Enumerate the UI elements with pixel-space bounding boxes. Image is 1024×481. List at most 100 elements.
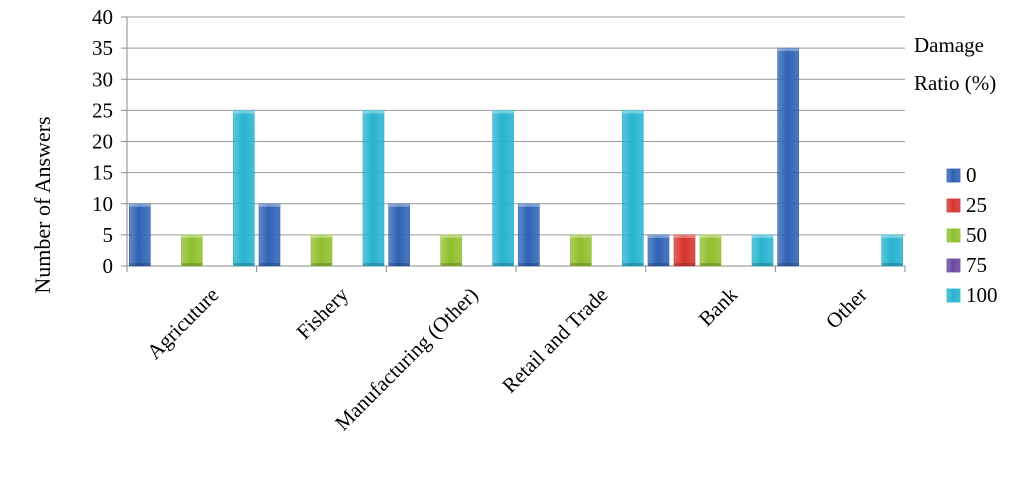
legend: Damage Ratio (%) 0 25 50 75 100 [914,33,998,307]
bar-100-3 [622,110,644,267]
bar-50-2 [440,234,462,267]
category-label: Manufacturing (Other) [330,283,483,436]
legend-swatch [946,168,961,183]
gridlines [127,16,905,236]
category-label: Bank [694,282,743,331]
bar [388,203,410,267]
bar [622,110,644,267]
bar [310,234,333,267]
bar-50-4 [699,234,722,267]
legend-item-0: 0 [946,163,977,187]
legend-swatch [946,258,961,273]
bar-top-highlight [440,234,462,238]
bar-top-highlight [233,110,255,114]
bar-top-highlight [259,203,280,207]
bar-top-highlight [129,203,151,207]
bar-base-shadow [777,263,799,266]
bar-base-shadow [259,263,280,266]
bar [647,234,670,267]
y-tick-label: 30 [92,67,113,91]
bar [362,110,385,267]
bar [492,110,514,267]
bar-base-shadow [129,263,151,266]
bar-50-0 [181,234,203,267]
bar-top-highlight [752,234,773,238]
legend-title-line2: Ratio (%) [914,71,996,95]
bar [673,234,696,267]
bar-0-5 [777,47,799,267]
bar [777,47,799,267]
legend-item-100: 100 [946,283,998,307]
bar-0-1 [258,203,281,267]
y-tick-label: 15 [92,161,113,185]
y-tick-label: 35 [92,36,113,60]
legend-item-75: 75 [946,253,987,277]
bar-100-1 [362,110,385,267]
bar-base-shadow [674,263,695,266]
bar-top-highlight [363,110,384,114]
bar-base-shadow [311,263,332,266]
bar-top-highlight [181,234,203,238]
y-tick-labels: 0 5 10 15 20 25 30 35 40 [92,5,113,278]
bar-top-highlight [881,234,903,238]
bar-top-highlight [700,234,721,238]
category-label: Agricuture [142,283,223,364]
bar-50-1 [310,234,333,267]
category-label: Retail and Trade [497,283,612,398]
bar-top-highlight [311,234,332,238]
y-tick-label: 10 [92,192,113,216]
bar-100-5 [881,234,903,267]
bar-25-4 [673,234,696,267]
legend-label: 75 [966,253,987,277]
legend-swatch [946,198,961,213]
y-tick-label: 20 [92,130,113,154]
bar-100-2 [492,110,514,267]
bar-0-2 [388,203,410,267]
bar-top-highlight [492,110,514,114]
bar [518,203,540,267]
legend-title-line1: Damage [914,33,984,57]
legend-swatch [946,288,961,303]
bar [258,203,281,267]
bar [699,234,722,267]
bar-base-shadow [181,263,203,266]
bar-base-shadow [881,263,903,266]
bar-base-shadow [363,263,384,266]
legend-label: 0 [966,163,977,187]
bar-top-highlight [622,110,644,114]
bar-50-3 [570,234,592,267]
bar-base-shadow [233,263,255,266]
bar [570,234,592,267]
legend-item-25: 25 [946,193,987,217]
bar-top-highlight [518,203,540,207]
bar-base-shadow [518,263,540,266]
bar-base-shadow [570,263,592,266]
y-tick-label: 25 [92,98,113,122]
legend-swatch [946,228,961,243]
y-tick-label: 0 [103,254,114,278]
category-label: Other [821,283,872,334]
bar [881,234,903,267]
bar [129,203,151,267]
bar-top-highlight [570,234,592,238]
bar-100-0 [233,110,255,267]
bar-base-shadow [648,263,669,266]
bar [751,234,774,267]
bar-base-shadow [752,263,773,266]
axes [121,16,906,272]
bar-top-highlight [648,234,669,238]
bar [440,234,462,267]
bar-base-shadow [388,263,410,266]
bar-100-4 [751,234,774,267]
bar-top-highlight [388,203,410,207]
bars [129,47,903,267]
bar-top-highlight [674,234,695,238]
bar-base-shadow [492,263,514,266]
bar [233,110,255,267]
bar-base-shadow [440,263,462,266]
y-tick-label: 5 [103,223,114,247]
bar [181,234,203,267]
y-tick-label: 40 [92,5,113,29]
